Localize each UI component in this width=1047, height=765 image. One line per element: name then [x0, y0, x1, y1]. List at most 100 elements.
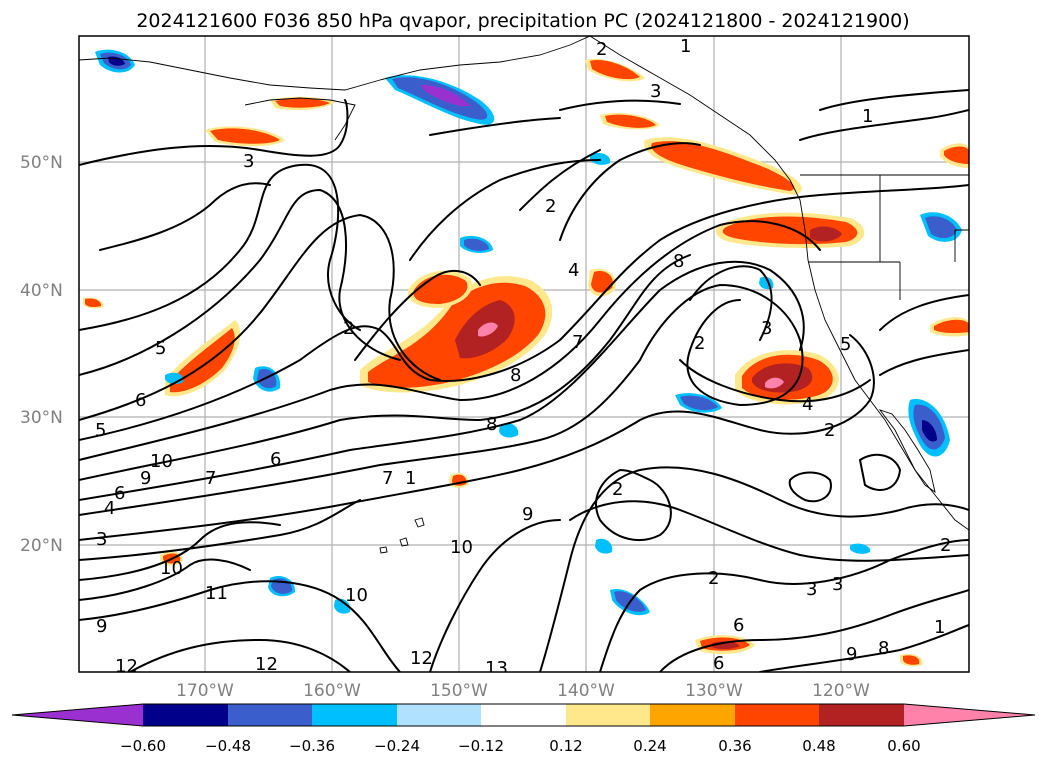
colorbar-tick-label: 0.36	[718, 737, 751, 755]
precip-blob-positive	[210, 128, 280, 144]
contour-label: 11	[205, 583, 228, 604]
colorbar-outline	[11, 703, 1036, 727]
contour-line	[79, 580, 401, 672]
contour-line	[429, 519, 561, 672]
colorbar-segment	[650, 704, 735, 726]
precip-blob-negative	[595, 538, 613, 554]
colorbar-extend-high	[904, 704, 1035, 726]
contour-label: 1	[405, 468, 416, 489]
contour-line	[99, 182, 271, 251]
lon-label-170w: 170°W	[176, 681, 234, 701]
contour-line	[879, 294, 969, 331]
contour-line	[79, 521, 281, 581]
precipitation-shading	[83, 49, 969, 667]
colorbar-tick-label: −0.48	[205, 737, 251, 755]
contour-label: 6	[713, 653, 724, 674]
contour-label: 2	[612, 479, 623, 500]
contour-label: 6	[733, 615, 744, 636]
lon-label-120w: 120°W	[812, 681, 870, 701]
contour-label: 4	[104, 498, 115, 519]
colorbar-tick-label: −0.36	[289, 737, 335, 755]
contour-label: 13	[485, 658, 508, 679]
border-states	[808, 175, 969, 300]
contour-line	[79, 254, 691, 481]
contour-label: 4	[568, 260, 579, 281]
precip-blob-negative	[925, 216, 957, 239]
contour-line	[409, 159, 601, 261]
contour-label: 5	[840, 334, 851, 355]
contour-line	[788, 471, 832, 503]
precip-blob-negative	[334, 598, 351, 614]
contour-label: 9	[522, 504, 533, 525]
contour-line	[799, 109, 969, 141]
contour-label: 3	[96, 529, 107, 550]
contour-label: 10	[345, 585, 368, 606]
contour-label: 1	[862, 106, 873, 127]
lon-label-130w: 130°W	[685, 681, 743, 701]
contour-label: 10	[160, 558, 183, 579]
colorbar-extend-low	[12, 704, 143, 726]
precip-blob-negative	[680, 395, 718, 411]
contour-line	[79, 558, 251, 601]
colorbar-segment	[819, 704, 904, 726]
contour-line	[539, 466, 969, 672]
contour-label: 8	[878, 638, 889, 659]
contour-line	[79, 99, 349, 166]
precip-blob-positive	[944, 146, 969, 164]
contour-label: 2	[545, 196, 556, 217]
contour-label: 9	[846, 644, 857, 665]
contour-lines	[79, 89, 969, 672]
colorbar-segment	[143, 704, 228, 726]
contour-line	[679, 359, 871, 403]
contour-line	[595, 469, 672, 541]
lat-label-30n: 30°N	[20, 408, 63, 428]
contour-line	[79, 163, 361, 331]
precip-blob-positive	[810, 226, 842, 242]
longitude-labels: 170°W 160°W 150°W 140°W 130°W 120°W	[176, 681, 870, 701]
contour-line	[599, 539, 969, 672]
contour-line	[689, 265, 773, 341]
contour-label: 8	[673, 251, 684, 272]
contour-line	[79, 184, 969, 441]
precip-blob-positive	[934, 319, 969, 334]
colorbar-segment	[397, 704, 481, 726]
contour-label: 6	[114, 483, 125, 504]
coastlines	[79, 36, 969, 554]
coastline-islands	[379, 517, 425, 554]
contour-label: 8	[486, 414, 497, 435]
coastline-alaska-peninsula	[244, 97, 356, 141]
colorbar-tick-label: 0.60	[887, 737, 920, 755]
precip-blob-positive	[85, 298, 102, 308]
contour-line	[79, 334, 875, 541]
contour-line	[859, 453, 901, 491]
contour-label: 5	[155, 338, 166, 359]
colorbar-segment	[481, 704, 566, 726]
contour-label: 6	[135, 390, 146, 411]
contour-label: 7	[572, 332, 583, 353]
contour-line	[559, 142, 701, 241]
contour-label: 10	[450, 537, 473, 558]
contour-line	[819, 89, 969, 111]
colorbar: −0.60 −0.48 −0.36 −0.24 −0.12 0.12 0.24 …	[11, 703, 1036, 755]
map-title: 2024121600 F036 850 hPa qvapor, precipit…	[136, 10, 909, 32]
lat-label-20n: 20°N	[20, 536, 63, 556]
latitude-labels: 50°N 40°N 30°N 20°N	[20, 153, 63, 556]
contour-line	[569, 500, 969, 562]
contour-label: 3	[806, 579, 817, 600]
colorbar-tick-label: −0.24	[374, 737, 420, 755]
precip-blob-positive	[903, 655, 920, 665]
contour-label: 8	[510, 365, 521, 386]
contour-line	[79, 220, 821, 461]
contour-label: 7	[205, 468, 216, 489]
contour-line	[79, 214, 441, 421]
map-frame	[78, 35, 970, 673]
coastline-baja	[878, 409, 936, 494]
contour-label: 3	[650, 81, 661, 102]
coastline-alaska-south	[79, 36, 591, 91]
lon-label-150w: 150°W	[430, 681, 488, 701]
contour-line	[79, 260, 805, 501]
contour-line	[879, 349, 969, 376]
contour-label: 9	[96, 616, 107, 637]
colorbar-segment	[566, 704, 650, 726]
